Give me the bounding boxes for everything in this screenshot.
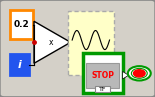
FancyBboxPatch shape — [86, 63, 120, 88]
FancyBboxPatch shape — [10, 54, 29, 75]
Polygon shape — [122, 71, 129, 79]
Polygon shape — [34, 21, 71, 63]
Text: STOP: STOP — [91, 71, 114, 80]
Text: SIN: SIN — [100, 65, 111, 71]
FancyBboxPatch shape — [10, 10, 33, 39]
Text: i: i — [17, 60, 21, 70]
FancyBboxPatch shape — [68, 11, 114, 75]
Text: 0.2: 0.2 — [13, 20, 29, 29]
FancyBboxPatch shape — [83, 53, 122, 93]
Circle shape — [133, 70, 145, 77]
Circle shape — [128, 66, 151, 81]
FancyBboxPatch shape — [95, 86, 110, 92]
Text: TF: TF — [99, 87, 106, 92]
Circle shape — [131, 68, 147, 78]
Text: x: x — [49, 38, 53, 47]
